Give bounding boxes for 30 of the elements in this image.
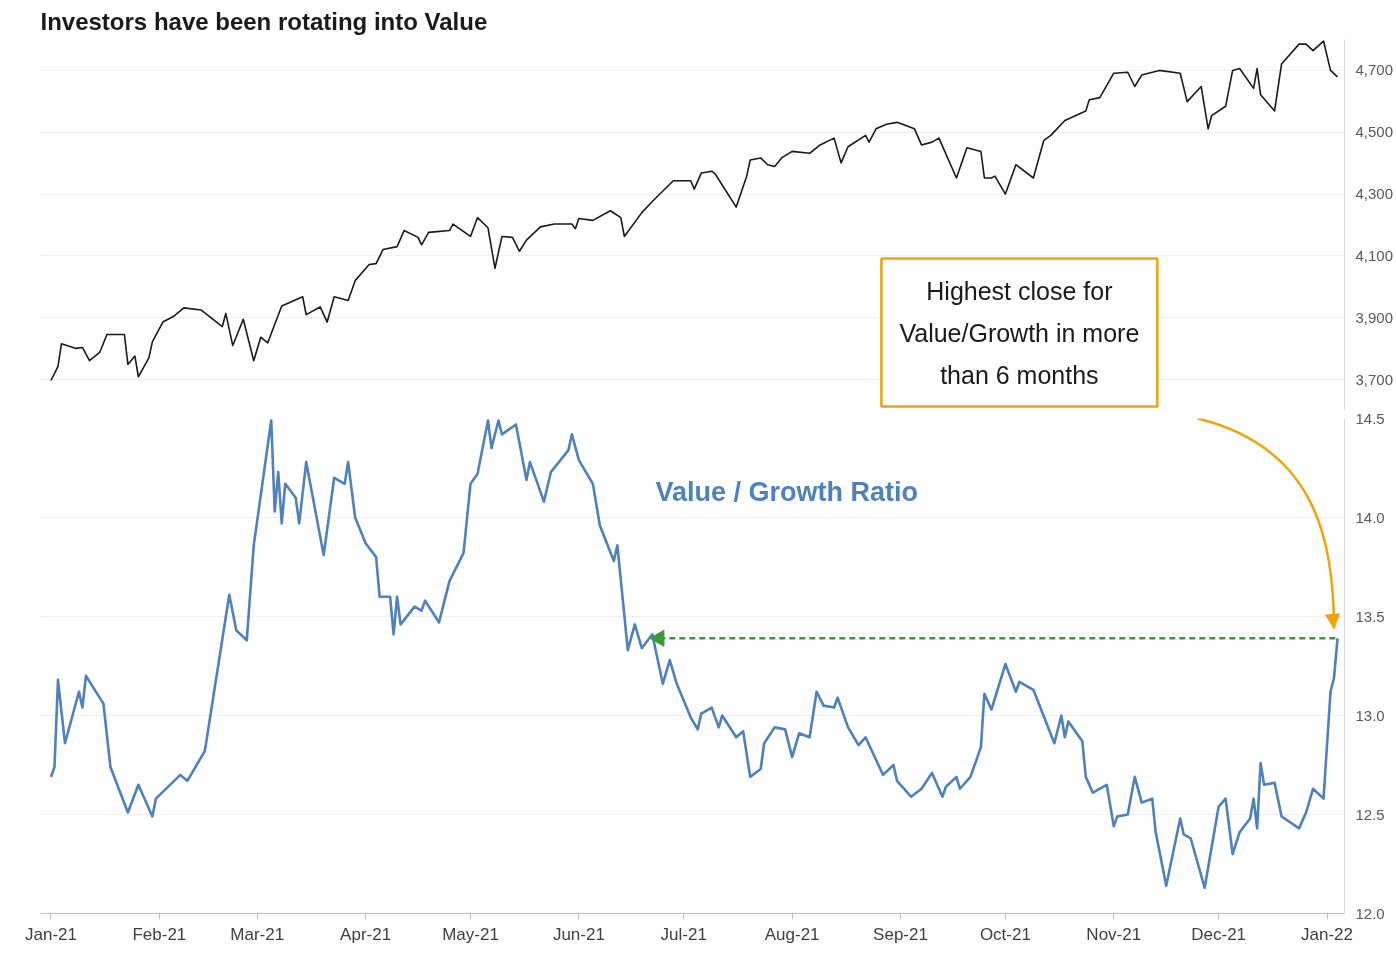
- x-tick-label: Apr-21: [340, 924, 392, 944]
- y-tick-label: 3,900: [1355, 308, 1394, 326]
- x-tick-label: Feb-21: [132, 924, 187, 944]
- x-tick-label: Sep-21: [873, 924, 928, 944]
- y-tick-label: 4,100: [1355, 246, 1394, 264]
- y-tick-label: 12.5: [1355, 805, 1385, 823]
- annotation: Highest close for Value/Growth in more than 6 months: [899, 276, 1140, 389]
- x-tick-label: Nov-21: [1086, 924, 1142, 944]
- y-tick-label: 14.0: [1355, 508, 1385, 526]
- x-tick-label: Aug-21: [764, 924, 820, 944]
- y-tick-label: 4,300: [1355, 185, 1394, 203]
- chart-title: Investors have been rotating into Value: [40, 7, 488, 35]
- x-tick-label: Oct-21: [979, 924, 1031, 944]
- x-tick-label: May-21: [442, 924, 499, 944]
- y-tick-label: 3,700: [1355, 370, 1394, 388]
- y-tick-label: 4,700: [1355, 61, 1394, 79]
- x-tick-label: Jun-21: [552, 924, 605, 944]
- y-tick-label: 14.5: [1355, 409, 1385, 427]
- y-tick-label: 13.5: [1355, 607, 1385, 625]
- x-tick-label: Jan-21: [25, 924, 77, 944]
- y-tick-label: 12.0: [1355, 904, 1385, 922]
- text: Value / Growth Ratio: [655, 476, 919, 507]
- x-tick-label: Jan-22: [1301, 924, 1354, 944]
- y-tick-label: 4,500: [1355, 123, 1394, 141]
- x-tick-label: Mar-21: [230, 924, 285, 944]
- x-tick-label: Dec-21: [1191, 924, 1247, 944]
- y-tick-label: 13.0: [1355, 706, 1385, 724]
- line-series: [50, 40, 1339, 382]
- x-tick-label: Jul-21: [660, 924, 707, 944]
- line-series: [49, 419, 1339, 890]
